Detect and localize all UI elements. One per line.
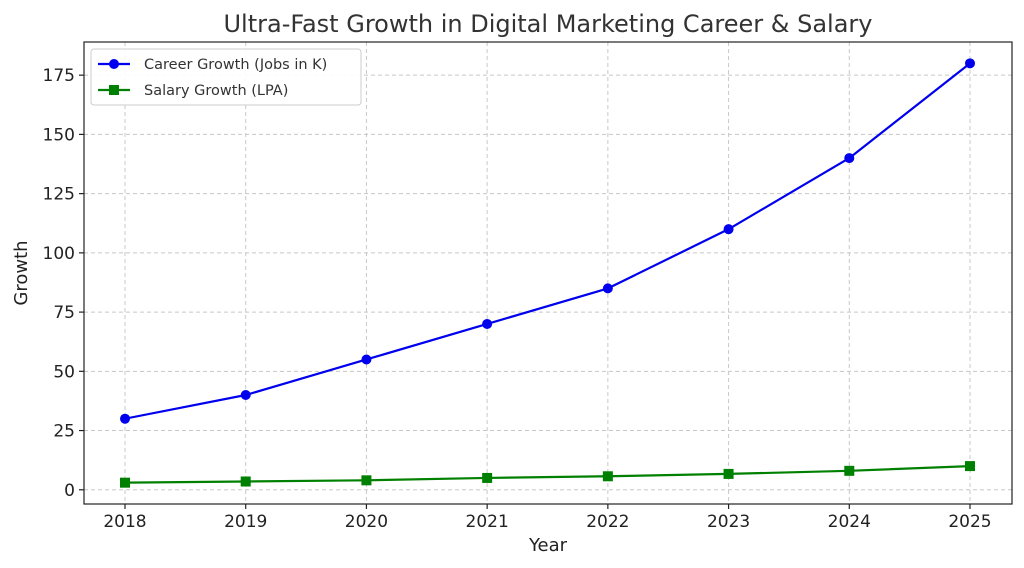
- x-tick-label: 2025: [948, 512, 991, 532]
- x-tick-label: 2021: [466, 512, 509, 532]
- legend-marker: [109, 85, 119, 95]
- x-tick-label: 2019: [224, 512, 267, 532]
- series-line: [124, 62, 971, 420]
- legend-box: [90, 48, 362, 106]
- y-tick-label: 125: [43, 185, 75, 205]
- data-point: [120, 413, 130, 424]
- data-point: [844, 153, 855, 164]
- x-axis: 2018 2019 2020 2021 2022 2023 2024 2025: [103, 504, 992, 532]
- plot-area-frame: [83, 41, 1013, 505]
- data-point: [723, 224, 734, 235]
- series-layer: [120, 58, 975, 488]
- legend-label: Career Growth (Jobs in K): [144, 57, 327, 73]
- data-point: [120, 477, 130, 488]
- series-salary-growth-lpa: [120, 461, 975, 488]
- y-tick-label: 0: [64, 481, 75, 501]
- data-point: [361, 475, 372, 486]
- y-tick-label: 150: [43, 125, 75, 145]
- data-point: [965, 58, 975, 69]
- chart-title: Ultra-Fast Growth in Digital Marketing C…: [223, 10, 872, 38]
- data-point: [965, 461, 975, 472]
- data-point: [361, 354, 372, 365]
- data-point: [240, 390, 251, 401]
- data-point: [723, 468, 734, 479]
- legend-marker: [109, 59, 119, 69]
- grid-lines: [84, 42, 1012, 504]
- y-tick-label: 25: [53, 422, 75, 442]
- data-point: [240, 476, 251, 487]
- x-tick-label: 2022: [586, 512, 629, 532]
- x-tick-label: 2024: [828, 512, 871, 532]
- x-tick-label: 2023: [707, 512, 750, 532]
- y-axis-title: Growth: [11, 240, 32, 305]
- data-point: [602, 471, 613, 482]
- y-axis: 0 25 50 75 100 125 150 175: [43, 66, 84, 501]
- y-tick-label: 175: [43, 66, 75, 86]
- series-career-growth-jobs-in-k: [120, 58, 975, 424]
- y-tick-label: 50: [53, 362, 75, 382]
- legend-item: Salary Growth (LPA): [98, 83, 288, 99]
- legend: Career Growth (Jobs in K) Salary Growth (…: [90, 48, 362, 106]
- legend-label: Salary Growth (LPA): [144, 83, 288, 99]
- x-tick-label: 2020: [345, 512, 388, 532]
- legend-item: Career Growth (Jobs in K): [98, 57, 327, 73]
- y-tick-label: 75: [53, 303, 75, 323]
- data-point: [482, 318, 493, 329]
- x-tick-label: 2018: [103, 512, 146, 532]
- data-point: [844, 465, 855, 476]
- series-line: [124, 464, 971, 484]
- data-point: [482, 472, 493, 483]
- x-axis-title: Year: [528, 535, 568, 556]
- y-tick-label: 100: [43, 244, 75, 264]
- data-point: [602, 283, 613, 294]
